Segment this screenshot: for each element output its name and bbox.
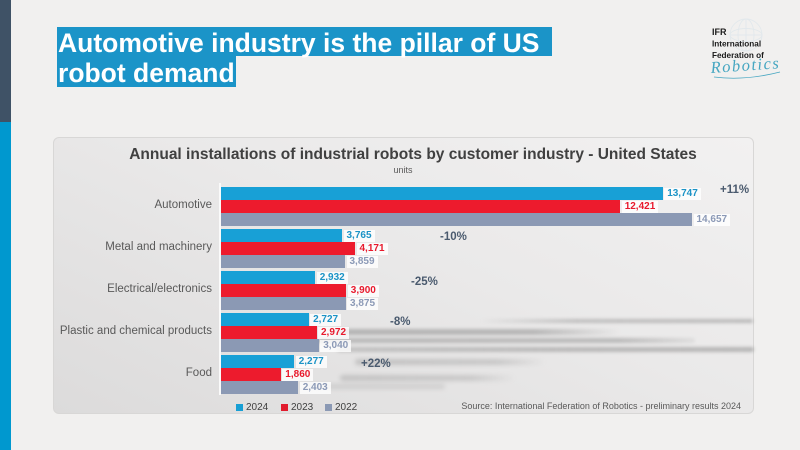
svg-text:IFR: IFR xyxy=(712,27,727,37)
svg-text:Robotics: Robotics xyxy=(709,53,781,77)
svg-text:International: International xyxy=(712,40,761,49)
svg-text:Federation of: Federation of xyxy=(712,51,764,60)
